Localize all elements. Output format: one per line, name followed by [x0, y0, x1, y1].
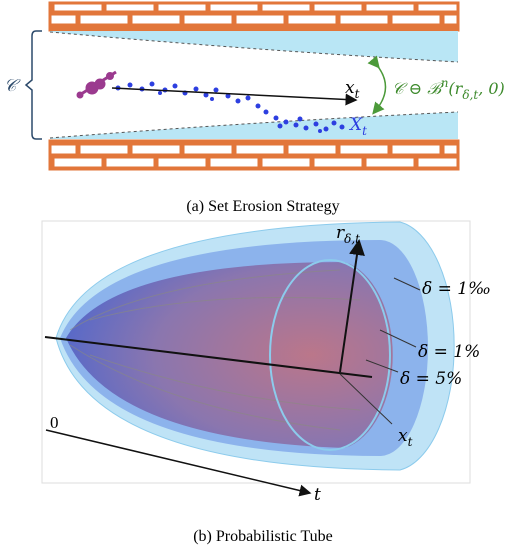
- figure: 𝒞 xt Xt 𝒞 ⊖ ℬn(rδ,t, 0) (a) Set Erosion …: [0, 0, 526, 550]
- nominal-trajectory: [112, 88, 356, 100]
- erosion-arrow: [376, 64, 386, 110]
- erosion-bottom: [50, 112, 458, 139]
- panel-b: rδ,t δ = 1‰ δ = 1% δ = 5% xt 0 t (b) Pro…: [42, 221, 491, 545]
- erosion-label: 𝒞 ⊖ ℬn(rδ,t, 0): [392, 76, 505, 102]
- set-label: 𝒞: [4, 76, 21, 96]
- label-sub: t: [408, 435, 413, 449]
- caption: (a) Set Erosion Strategy: [186, 198, 339, 215]
- label-part: 𝒞 ⊖ ℬ: [392, 79, 444, 98]
- level-label: δ = 1%: [418, 342, 480, 362]
- label-sub: δ,t: [344, 232, 360, 246]
- label-sub: t: [355, 87, 360, 101]
- label-sup: n: [441, 76, 449, 90]
- erosion-top: [50, 31, 458, 62]
- label-base: x: [345, 78, 355, 98]
- caption: (b) Probabilistic Tube: [193, 528, 333, 545]
- origin-label: 0: [50, 413, 59, 432]
- label-base: x: [398, 426, 408, 446]
- label-part: , 0): [478, 79, 505, 98]
- wall-bottom: [50, 141, 458, 169]
- wall-top: [50, 3, 458, 30]
- label-sub: t: [362, 124, 367, 138]
- level-label: δ = 1‰: [422, 279, 491, 299]
- label-base: X: [348, 115, 363, 135]
- level-label: δ = 5%: [400, 369, 462, 389]
- nominal-label: xt: [345, 78, 360, 101]
- agent: [77, 72, 116, 98]
- label-sub: δ,t: [462, 88, 478, 102]
- set-bracket: [26, 31, 42, 139]
- time-label: t: [314, 485, 321, 505]
- panel-a: 𝒞 xt Xt 𝒞 ⊖ ℬn(rδ,t, 0) (a) Set Erosion …: [4, 3, 505, 215]
